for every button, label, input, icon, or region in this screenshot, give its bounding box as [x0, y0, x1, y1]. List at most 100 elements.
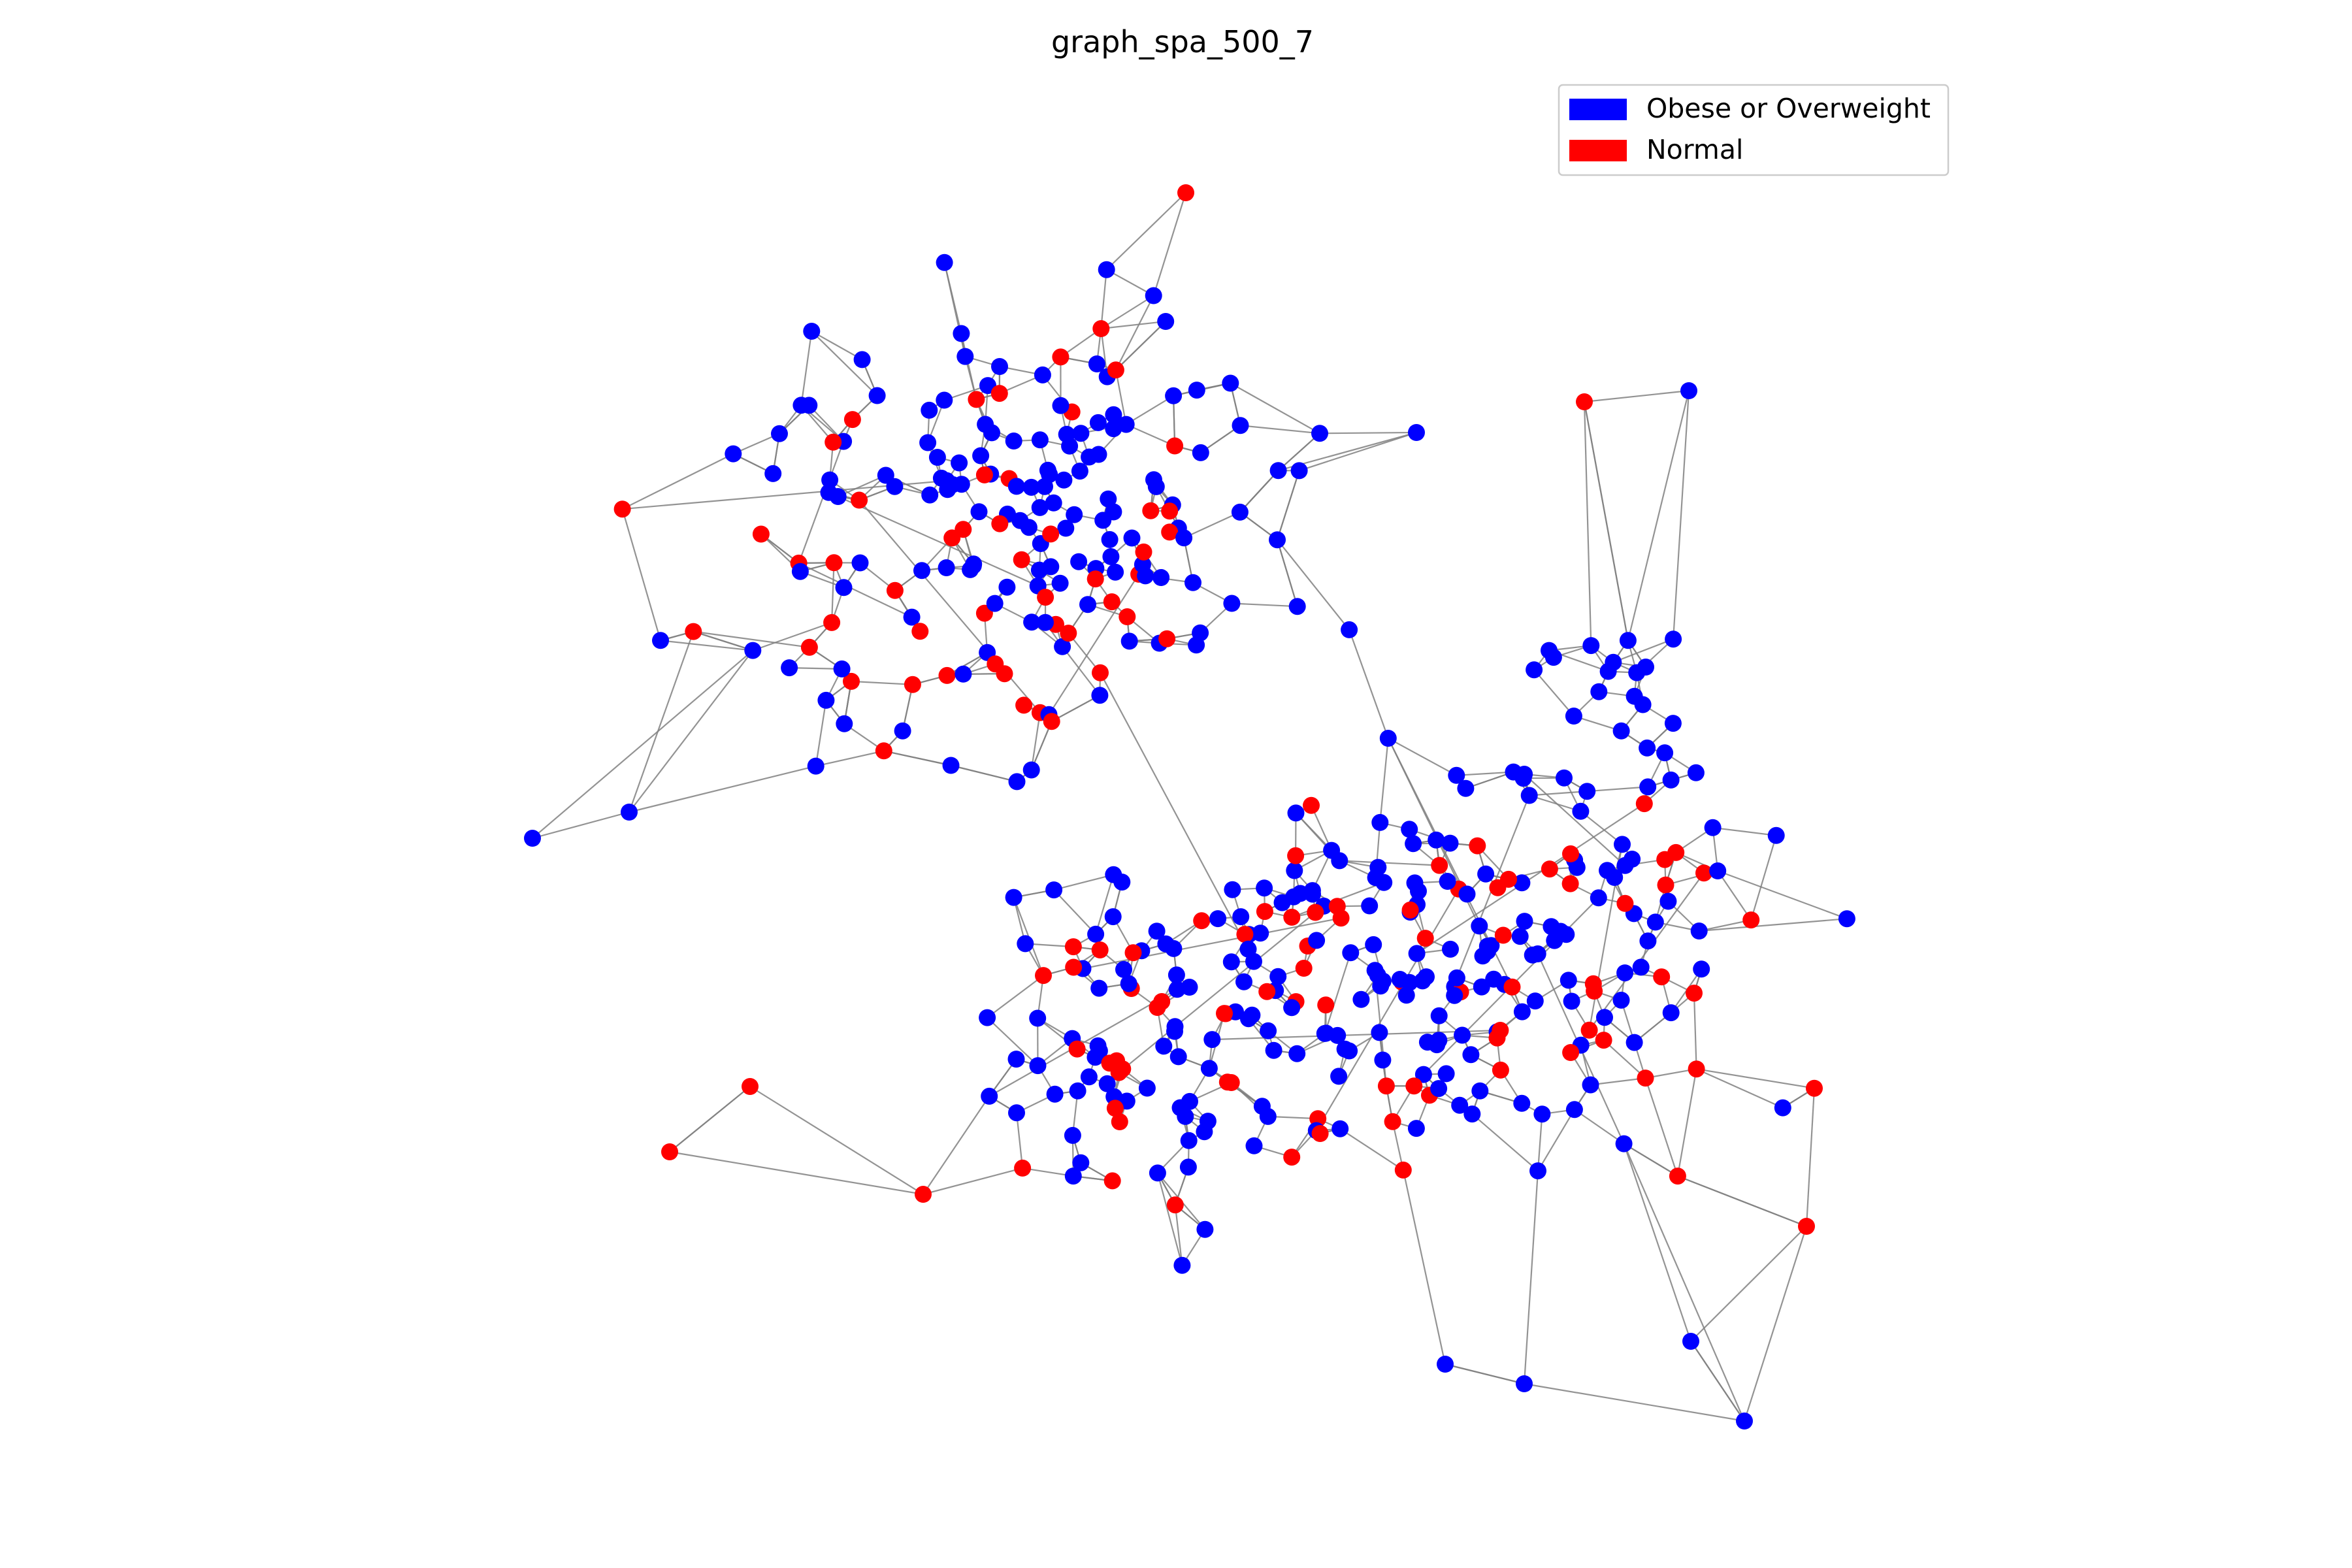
node-obese-or-overweight: [1286, 862, 1303, 879]
node-obese-or-overweight: [1533, 1105, 1551, 1123]
graph-edge: [1416, 803, 1645, 955]
node-normal: [1307, 904, 1324, 921]
node-obese-or-overweight: [1446, 987, 1463, 1004]
node-obese-or-overweight: [771, 425, 788, 442]
node-obese-or-overweight: [1513, 874, 1531, 892]
node-obese-or-overweight: [1615, 1135, 1633, 1152]
node-normal: [1416, 930, 1434, 947]
node-obese-or-overweight: [964, 557, 982, 574]
node-normal: [1616, 894, 1634, 912]
graph-edge: [811, 331, 863, 361]
node-obese-or-overweight: [1184, 574, 1201, 591]
graph-edge: [883, 750, 951, 766]
node-normal: [1562, 845, 1579, 862]
node-obese-or-overweight: [1437, 1065, 1455, 1083]
node-obese-or-overweight: [932, 469, 950, 487]
node-obese-or-overweight: [851, 554, 869, 572]
node-obese-or-overweight: [1599, 862, 1616, 879]
node-normal: [1065, 958, 1083, 976]
node-normal: [1015, 696, 1033, 714]
node-obese-or-overweight: [1070, 553, 1088, 570]
node-obese-or-overweight: [1418, 968, 1435, 986]
graph-edge: [1523, 1171, 1539, 1384]
node-normal: [1287, 847, 1305, 864]
node-obese-or-overweight: [1064, 1168, 1082, 1185]
graph-edge: [1126, 395, 1174, 425]
node-normal: [1060, 625, 1077, 642]
node-normal: [1166, 1196, 1184, 1214]
node-obese-or-overweight: [1101, 531, 1119, 548]
graph-edge: [1529, 794, 1581, 812]
node-obese-or-overweight: [1625, 687, 1643, 705]
graph-edge: [1588, 872, 1705, 1031]
node-normal: [843, 411, 861, 429]
node-obese-or-overweight: [1379, 730, 1397, 747]
node-obese-or-overweight: [1064, 1126, 1081, 1144]
node-obese-or-overweight: [1371, 813, 1389, 831]
graph-edge: [1062, 646, 1101, 696]
node-normal: [904, 676, 921, 693]
graph-edge: [1379, 738, 1389, 823]
node-normal: [1135, 543, 1152, 561]
node-obese-or-overweight: [1290, 462, 1308, 480]
node-obese-or-overweight: [919, 434, 937, 451]
node-normal: [1295, 960, 1313, 977]
node-normal: [1064, 938, 1082, 956]
node-obese-or-overweight: [1089, 414, 1107, 431]
node-obese-or-overweight: [1222, 374, 1239, 392]
node-obese-or-overweight: [1017, 935, 1034, 953]
node-obese-or-overweight: [1072, 1154, 1090, 1171]
node-normal: [825, 433, 842, 451]
node-normal: [1037, 589, 1054, 606]
graph-edge: [532, 811, 630, 840]
node-normal: [1576, 393, 1593, 410]
node-normal: [1103, 1172, 1121, 1190]
graph-edge: [752, 621, 832, 651]
node-obese-or-overweight: [1662, 771, 1680, 789]
node-normal: [1258, 983, 1276, 1000]
graph-edge: [1126, 423, 1175, 447]
node-obese-or-overweight: [1090, 1042, 1108, 1060]
node-normal: [1043, 713, 1060, 730]
node-normal: [613, 500, 631, 518]
node-obese-or-overweight: [1152, 569, 1170, 586]
node-normal: [1311, 1125, 1329, 1142]
node-obese-or-overweight: [1155, 1037, 1173, 1055]
legend-swatch-normal: [1569, 140, 1627, 161]
node-obese-or-overweight: [1407, 1120, 1425, 1137]
node-obese-or-overweight: [1080, 1068, 1098, 1086]
node-obese-or-overweight: [1471, 1082, 1489, 1100]
node-normal: [1541, 860, 1558, 878]
node-obese-or-overweight: [1292, 885, 1309, 902]
graph-edge: [1699, 918, 1847, 932]
node-obese-or-overweight: [1736, 1413, 1753, 1429]
graph-edge: [1022, 1167, 1073, 1177]
node-obese-or-overweight: [1256, 879, 1273, 897]
node-normal: [1394, 1161, 1412, 1179]
node-obese-or-overweight: [1463, 1105, 1481, 1123]
node-obese-or-overweight: [886, 478, 904, 495]
graph-edge: [1690, 1226, 1807, 1342]
node-obese-or-overweight: [991, 358, 1008, 375]
node-obese-or-overweight: [1408, 424, 1425, 441]
node-normal: [1013, 551, 1030, 568]
graph-edge: [1743, 1226, 1808, 1422]
node-normal: [1101, 1054, 1119, 1072]
node-obese-or-overweight: [1563, 992, 1580, 1010]
node-obese-or-overweight: [951, 454, 968, 472]
node-obese-or-overweight: [1374, 972, 1392, 990]
graph-edge: [851, 680, 913, 685]
node-obese-or-overweight: [1008, 773, 1026, 791]
graph-edge: [1624, 1143, 1678, 1177]
node-obese-or-overweight: [835, 579, 853, 596]
node-obese-or-overweight: [1365, 936, 1382, 953]
graph-edge: [1106, 269, 1154, 297]
node-obese-or-overweight: [1105, 503, 1122, 521]
node-obese-or-overweight: [1471, 917, 1488, 935]
legend-label-normal: Normal: [1646, 134, 1743, 165]
graph-edge: [987, 1017, 1039, 1066]
graph-edge: [1156, 1173, 1183, 1266]
node-obese-or-overweight: [807, 757, 825, 775]
node-obese-or-overweight: [1457, 779, 1475, 797]
